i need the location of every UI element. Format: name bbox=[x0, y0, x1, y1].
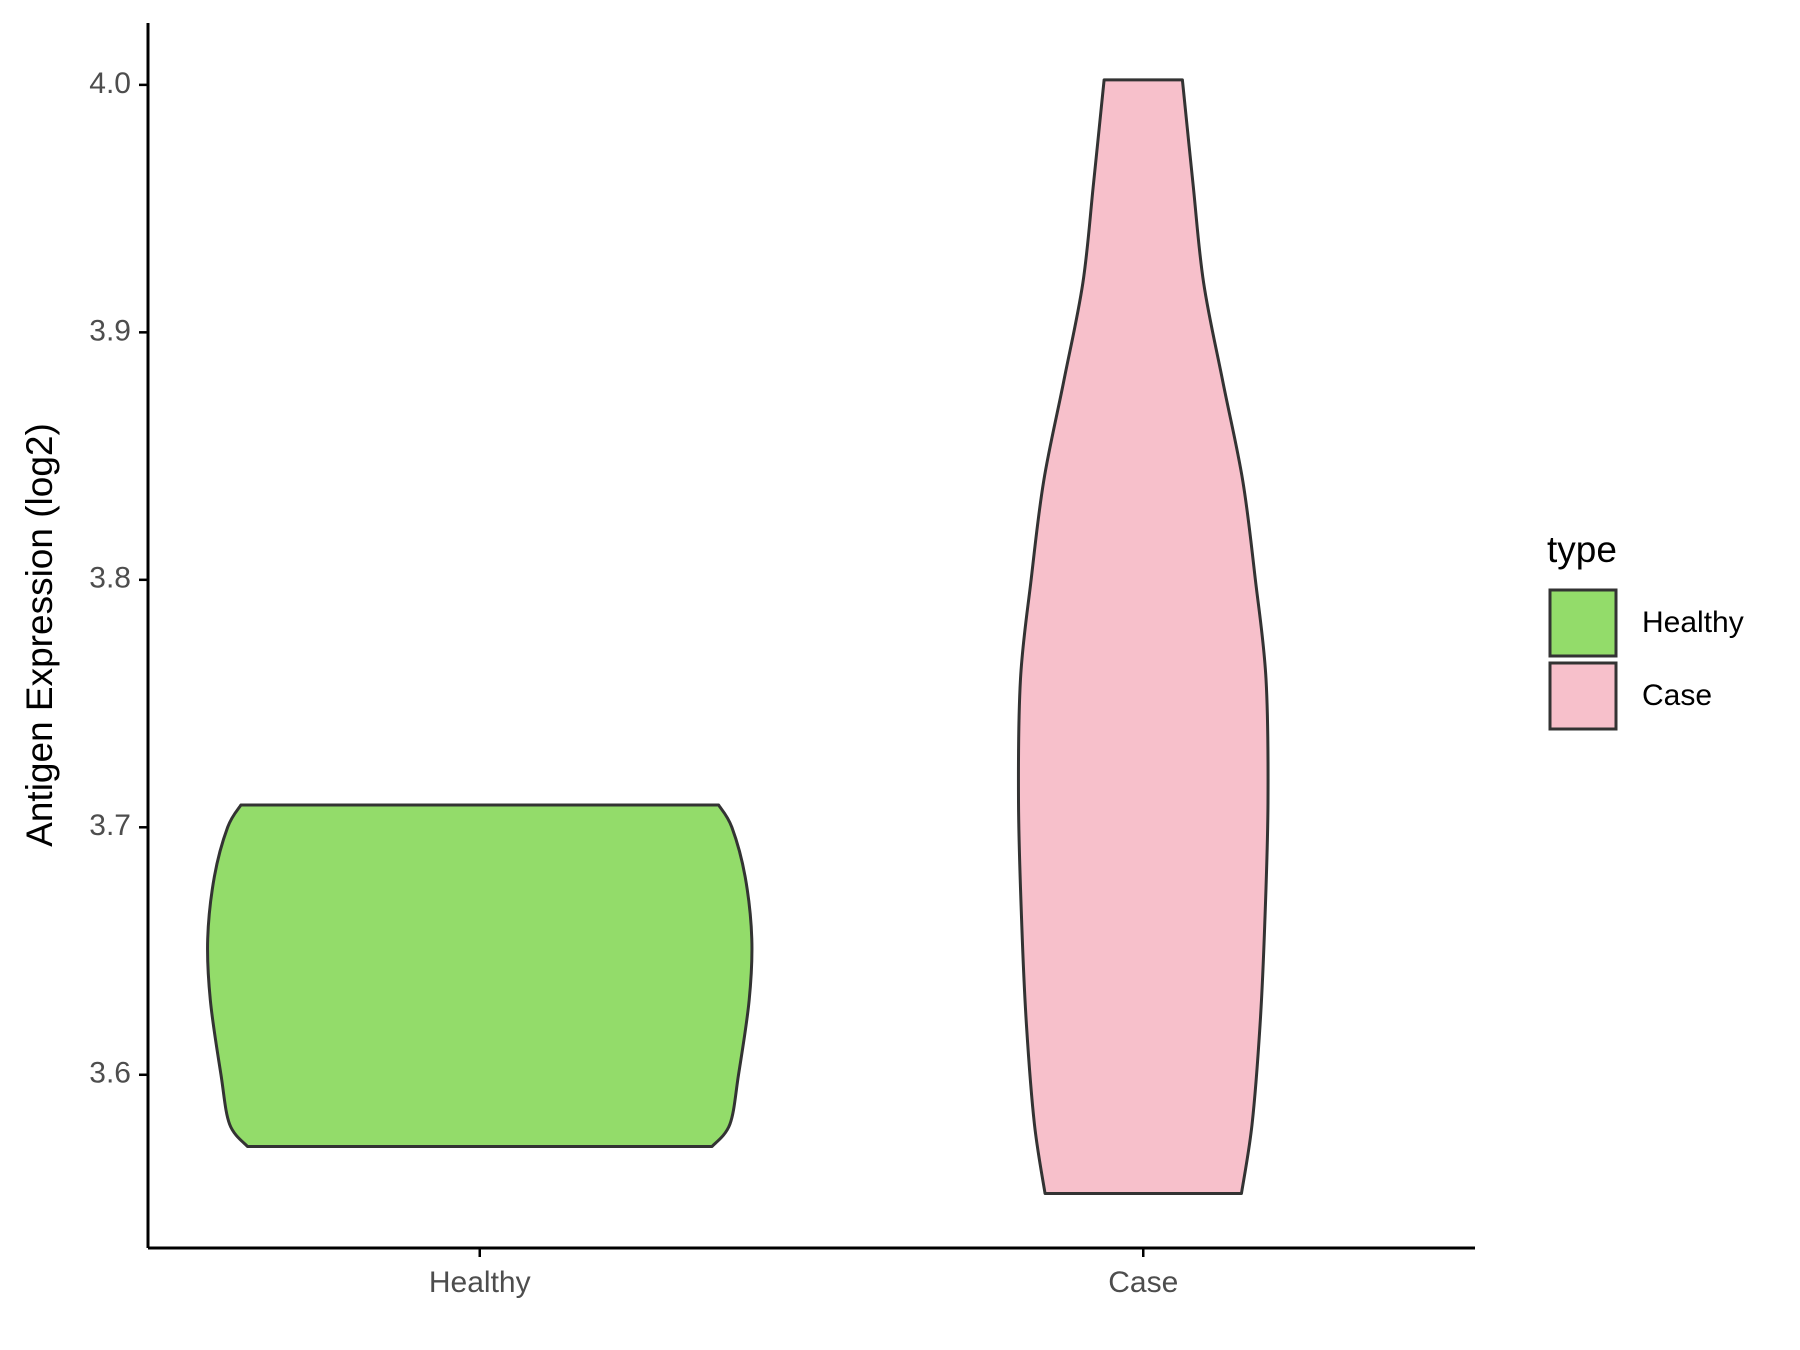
y-axis-title: Antigen Expression (log2) bbox=[19, 423, 60, 847]
x-tick-label: Case bbox=[1108, 1266, 1178, 1299]
violin bbox=[1016, 78, 1270, 1196]
y-tick-label: 3.6 bbox=[89, 1057, 131, 1090]
x-tick-label: Healthy bbox=[429, 1266, 531, 1299]
y-tick-label: 3.7 bbox=[89, 809, 131, 842]
legend-label: Healthy bbox=[1642, 606, 1744, 639]
y-tick-label: 3.9 bbox=[89, 314, 131, 347]
legend-title: type bbox=[1547, 529, 1617, 570]
violin bbox=[206, 803, 754, 1149]
legend-key bbox=[1548, 588, 1618, 658]
y-tick-label: 3.8 bbox=[89, 562, 131, 595]
y-tick-label: 4.0 bbox=[89, 67, 131, 100]
legend-label: Case bbox=[1642, 679, 1712, 712]
legend-key bbox=[1548, 661, 1618, 731]
